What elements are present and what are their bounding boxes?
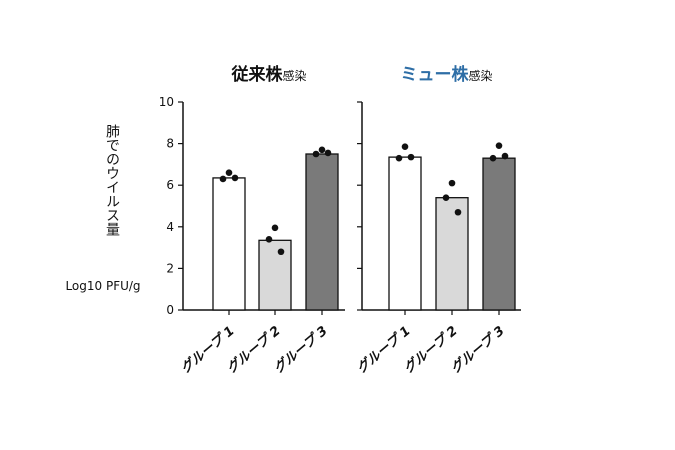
y-tick-label: 8 [166,137,174,151]
bar [388,156,422,311]
y-tick-label: 10 [159,95,174,109]
title-main: ミュー株 [400,64,469,85]
data-point [271,224,279,232]
data-point [395,154,403,162]
data-point [495,142,503,149]
chart-title: 従来株感染 [230,64,306,85]
data-point [265,235,273,243]
title-suffix: 感染 [282,68,306,83]
bar [482,157,516,311]
data-point [448,179,456,187]
chart-title: ミュー株感染 [400,64,492,85]
data-point [454,208,462,216]
y-tick-label: 4 [166,220,174,234]
title-main: 従来株 [230,64,283,85]
data-point [231,174,239,182]
bar [305,153,339,311]
data-point [442,194,450,201]
data-point [401,143,409,151]
data-point [312,150,320,158]
data-point [501,152,509,160]
y-axis-unit: Log10 PFU/g [65,279,140,293]
data-point [489,154,497,162]
bar [258,239,292,311]
bar [212,177,246,311]
data-point [277,248,285,256]
y-tick-label: 2 [166,261,174,275]
data-point [225,169,233,177]
data-point [219,175,227,183]
y-tick-label: 0 [166,303,174,317]
y-tick-label: 6 [166,178,174,192]
title-suffix: 感染 [468,68,492,83]
data-point [407,153,415,161]
y-axis-label: 肺でのウイルス量 [104,124,120,236]
bar [435,197,469,311]
data-point [318,146,326,154]
data-point [324,149,332,157]
